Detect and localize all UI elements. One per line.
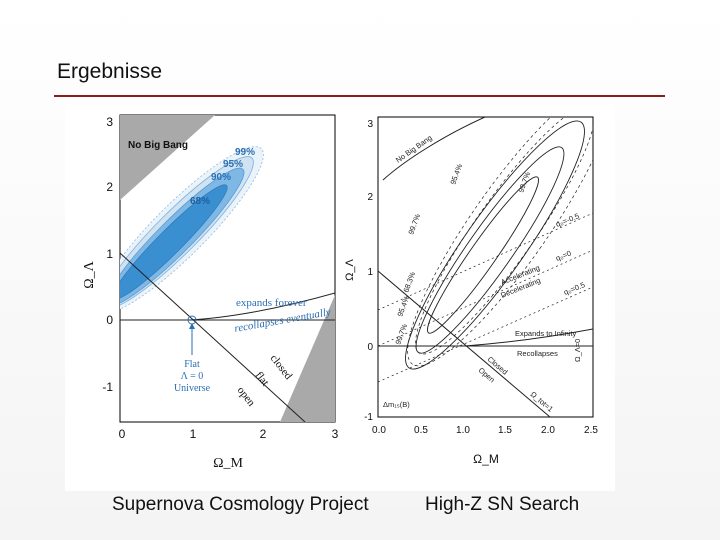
caption-high-z-sn-search: High-Z SN Search — [425, 494, 580, 515]
confidence-label-99: 99% — [235, 147, 255, 158]
flat-universe-label-3: Universe — [174, 383, 211, 394]
confidence-label-68: 68% — [190, 196, 210, 207]
right-xtick-4: 2.0 — [541, 425, 555, 436]
right-ytick-2: 2 — [367, 192, 373, 203]
left-xtick-2: 2 — [260, 427, 267, 441]
expansion-boundary-line — [189, 292, 335, 321]
right-xtick-2: 1.0 — [456, 425, 470, 436]
right-ytick-1: 1 — [367, 267, 373, 278]
right-expansion-boundary — [464, 328, 593, 347]
right-ytick-m1: -1 — [364, 412, 373, 423]
flat-universe-label-2: Λ = 0 — [181, 371, 204, 382]
right-flat-line — [378, 270, 551, 417]
left-xlabel: Ω_M — [213, 456, 243, 471]
right-ylabel: Ω_Λ — [344, 259, 356, 281]
left-xtick-3: 3 — [332, 427, 339, 441]
right-xlabel: Ω_M — [473, 452, 499, 466]
left-ytick-0: 0 — [106, 313, 113, 327]
no-big-bang-region — [120, 115, 215, 200]
right-xtick-5: 2.5 — [584, 425, 598, 436]
right-xtick-0: 0.0 — [372, 425, 386, 436]
right-contour-683 — [427, 176, 539, 334]
left-ytick-2: 2 — [106, 180, 113, 194]
confidence-label-95: 95% — [223, 159, 243, 170]
q0-half-line — [378, 286, 593, 383]
right-xtick-1: 0.5 — [414, 425, 428, 436]
flat-universe-line — [120, 252, 306, 422]
left-ylabel: Ω_Λ — [82, 260, 97, 288]
left-xtick-0: 0 — [119, 427, 126, 441]
right-plot-frame — [377, 116, 594, 418]
q0-zero-line — [378, 249, 593, 347]
contour-plots: No Big Bang 99% 95% 90% 68% expands fore… — [82, 114, 598, 471]
q0-minus-half-line — [378, 212, 593, 311]
left-panel: No Big Bang 99% 95% 90% 68% expands fore… — [82, 114, 339, 471]
delta-m15-label: Δm₁₅(B) — [383, 400, 410, 409]
right-contour-dashed-inner — [415, 117, 593, 355]
right-contour-dashed-outer — [407, 117, 593, 367]
right-no-big-bang-boundary — [382, 117, 486, 181]
flat-universe-label-1: Flat — [184, 359, 200, 370]
recollapses-label-right: Recollapses — [517, 349, 558, 358]
confidence-label-90: 90% — [211, 172, 231, 183]
flat-lambda0-arrowhead — [189, 323, 195, 329]
slide-title: Ergebnisse — [57, 60, 163, 83]
right-ytick-0: 0 — [367, 342, 373, 353]
right-panel: No Big Bang 95.4% 99.7% 99.7% 68.3% 95.4… — [344, 116, 598, 466]
omega-lambda-zero-label: Ω_Λ=0 — [573, 339, 582, 362]
left-xtick-1: 1 — [190, 427, 197, 441]
title-divider — [54, 95, 665, 97]
expands-to-infinity-label: Expands to Infinity — [515, 329, 577, 338]
lower-right-shaded-region — [280, 295, 335, 422]
contour-68 — [120, 184, 228, 300]
left-ytick-1: 1 — [106, 247, 113, 261]
no-big-bang-label: No Big Bang — [128, 140, 188, 151]
right-xtick-3: 1.5 — [498, 425, 512, 436]
right-ytick-3: 3 — [367, 119, 373, 130]
cosmology-figure: No Big Bang 99% 95% 90% 68% expands fore… — [65, 105, 615, 491]
caption-supernova-cosmology-project: Supernova Cosmology Project — [112, 494, 369, 515]
left-ytick-m1: -1 — [102, 380, 113, 394]
left-ytick-3: 3 — [106, 115, 113, 129]
expands-forever-label: expands forever — [236, 297, 307, 309]
